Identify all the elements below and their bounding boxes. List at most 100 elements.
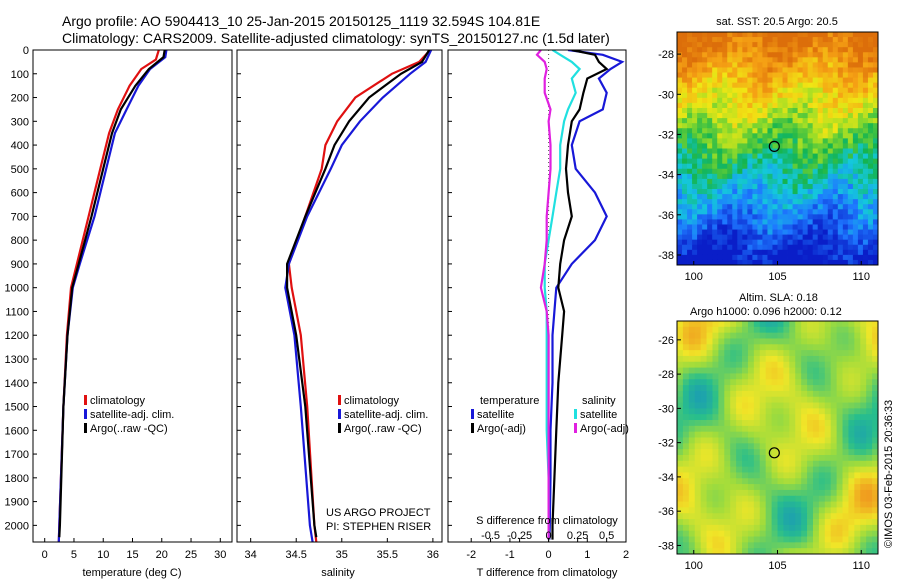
sla-cell	[777, 542, 784, 549]
sst-cell	[852, 57, 859, 63]
sla-cell	[842, 396, 849, 403]
sst-cell	[722, 194, 728, 200]
sst-cell	[767, 113, 773, 119]
sst-cell	[792, 107, 799, 114]
sst-cell	[787, 173, 793, 180]
sst-cell	[702, 133, 708, 139]
sst-cell	[787, 254, 793, 261]
sla-cell	[872, 344, 878, 351]
sst-cell	[797, 254, 804, 261]
sla-cell	[771, 542, 778, 549]
sst-cell	[822, 102, 829, 109]
sla-cell	[677, 321, 684, 328]
sla-cell	[801, 466, 808, 473]
sla-cell	[742, 350, 749, 357]
sst-cell	[752, 234, 758, 241]
sla-cell	[789, 408, 796, 415]
sst-cell	[872, 133, 878, 139]
sst-cell	[772, 229, 778, 236]
sla-cell	[789, 332, 796, 339]
sla-cell	[854, 321, 861, 328]
sst-cell	[822, 163, 829, 170]
sst-cell	[747, 153, 753, 160]
sla-cell	[866, 344, 873, 351]
sst-cell	[862, 244, 869, 251]
sst-cell	[797, 118, 804, 124]
sla-cell	[736, 425, 743, 433]
sst-cell	[862, 47, 869, 53]
sst-cell	[727, 219, 733, 225]
sst-cell	[682, 189, 688, 195]
sst-cell	[812, 118, 819, 124]
sla-cell	[742, 431, 749, 438]
sst-cell	[682, 178, 688, 185]
sst-cell	[757, 72, 763, 78]
sla-cell	[747, 443, 755, 450]
sla-cell	[747, 367, 755, 374]
sst-cell	[732, 259, 738, 265]
sst-cell	[847, 92, 854, 99]
sst-cell	[852, 32, 859, 38]
sst-cell	[837, 249, 844, 256]
sst-cell	[717, 199, 723, 205]
sla-cell	[765, 507, 772, 514]
sla-cell	[789, 390, 796, 398]
sla-cell	[842, 519, 849, 526]
sst-cell	[852, 92, 859, 99]
sst-cell	[817, 163, 824, 170]
sla-cell	[736, 420, 743, 427]
sla-cell	[771, 326, 778, 334]
sst-cell	[802, 153, 809, 160]
sla-cell	[860, 478, 867, 485]
sla-cell	[824, 402, 832, 409]
sla-cell	[747, 385, 755, 392]
sst-cell	[752, 143, 758, 149]
sst-cell	[857, 138, 864, 144]
sst-cell	[872, 72, 878, 78]
sst-cell	[852, 239, 859, 246]
sla-cell	[747, 431, 755, 438]
sst-cell	[747, 148, 753, 154]
sla-cell	[812, 414, 820, 421]
sla-cell	[860, 355, 867, 363]
sla-cell	[759, 361, 767, 368]
sla-cell	[860, 460, 867, 468]
sst-cell	[752, 118, 758, 124]
sla-cell	[765, 396, 772, 403]
sst-cell	[847, 204, 854, 210]
sla-cell	[759, 443, 767, 450]
sla-cell	[730, 478, 737, 485]
sla-cell	[801, 367, 808, 374]
sst-cell	[692, 244, 698, 251]
sst-cell	[852, 128, 859, 134]
sst-cell	[797, 107, 804, 114]
sla-cell	[860, 536, 867, 543]
sst-cell	[687, 209, 693, 215]
sst-cell	[872, 229, 878, 236]
sla-cell	[677, 402, 684, 409]
sst-cell	[852, 143, 859, 149]
sst-cell	[812, 62, 819, 68]
sst-cell	[702, 102, 708, 109]
sst-cell	[727, 128, 733, 134]
sla-cell	[789, 355, 796, 363]
sst-cell	[812, 214, 819, 220]
sst-cell	[712, 194, 718, 200]
sla-cell	[818, 355, 826, 363]
sst-cell	[707, 153, 713, 160]
salinity-series-1	[284, 50, 433, 542]
sla-cell	[807, 548, 814, 554]
sla-cell	[866, 390, 873, 398]
sst-cell	[692, 229, 698, 236]
sla-cell	[818, 431, 826, 438]
sst-cell	[862, 153, 869, 160]
sla-cell	[807, 454, 814, 462]
sst-cell	[802, 42, 809, 48]
sst-cell	[692, 209, 698, 215]
sla-cell	[872, 530, 878, 537]
sla-cell	[777, 414, 784, 421]
sst-cell	[822, 168, 829, 175]
sst-cell	[682, 57, 688, 63]
sst-cell	[677, 148, 683, 154]
sst-cell	[687, 249, 693, 256]
